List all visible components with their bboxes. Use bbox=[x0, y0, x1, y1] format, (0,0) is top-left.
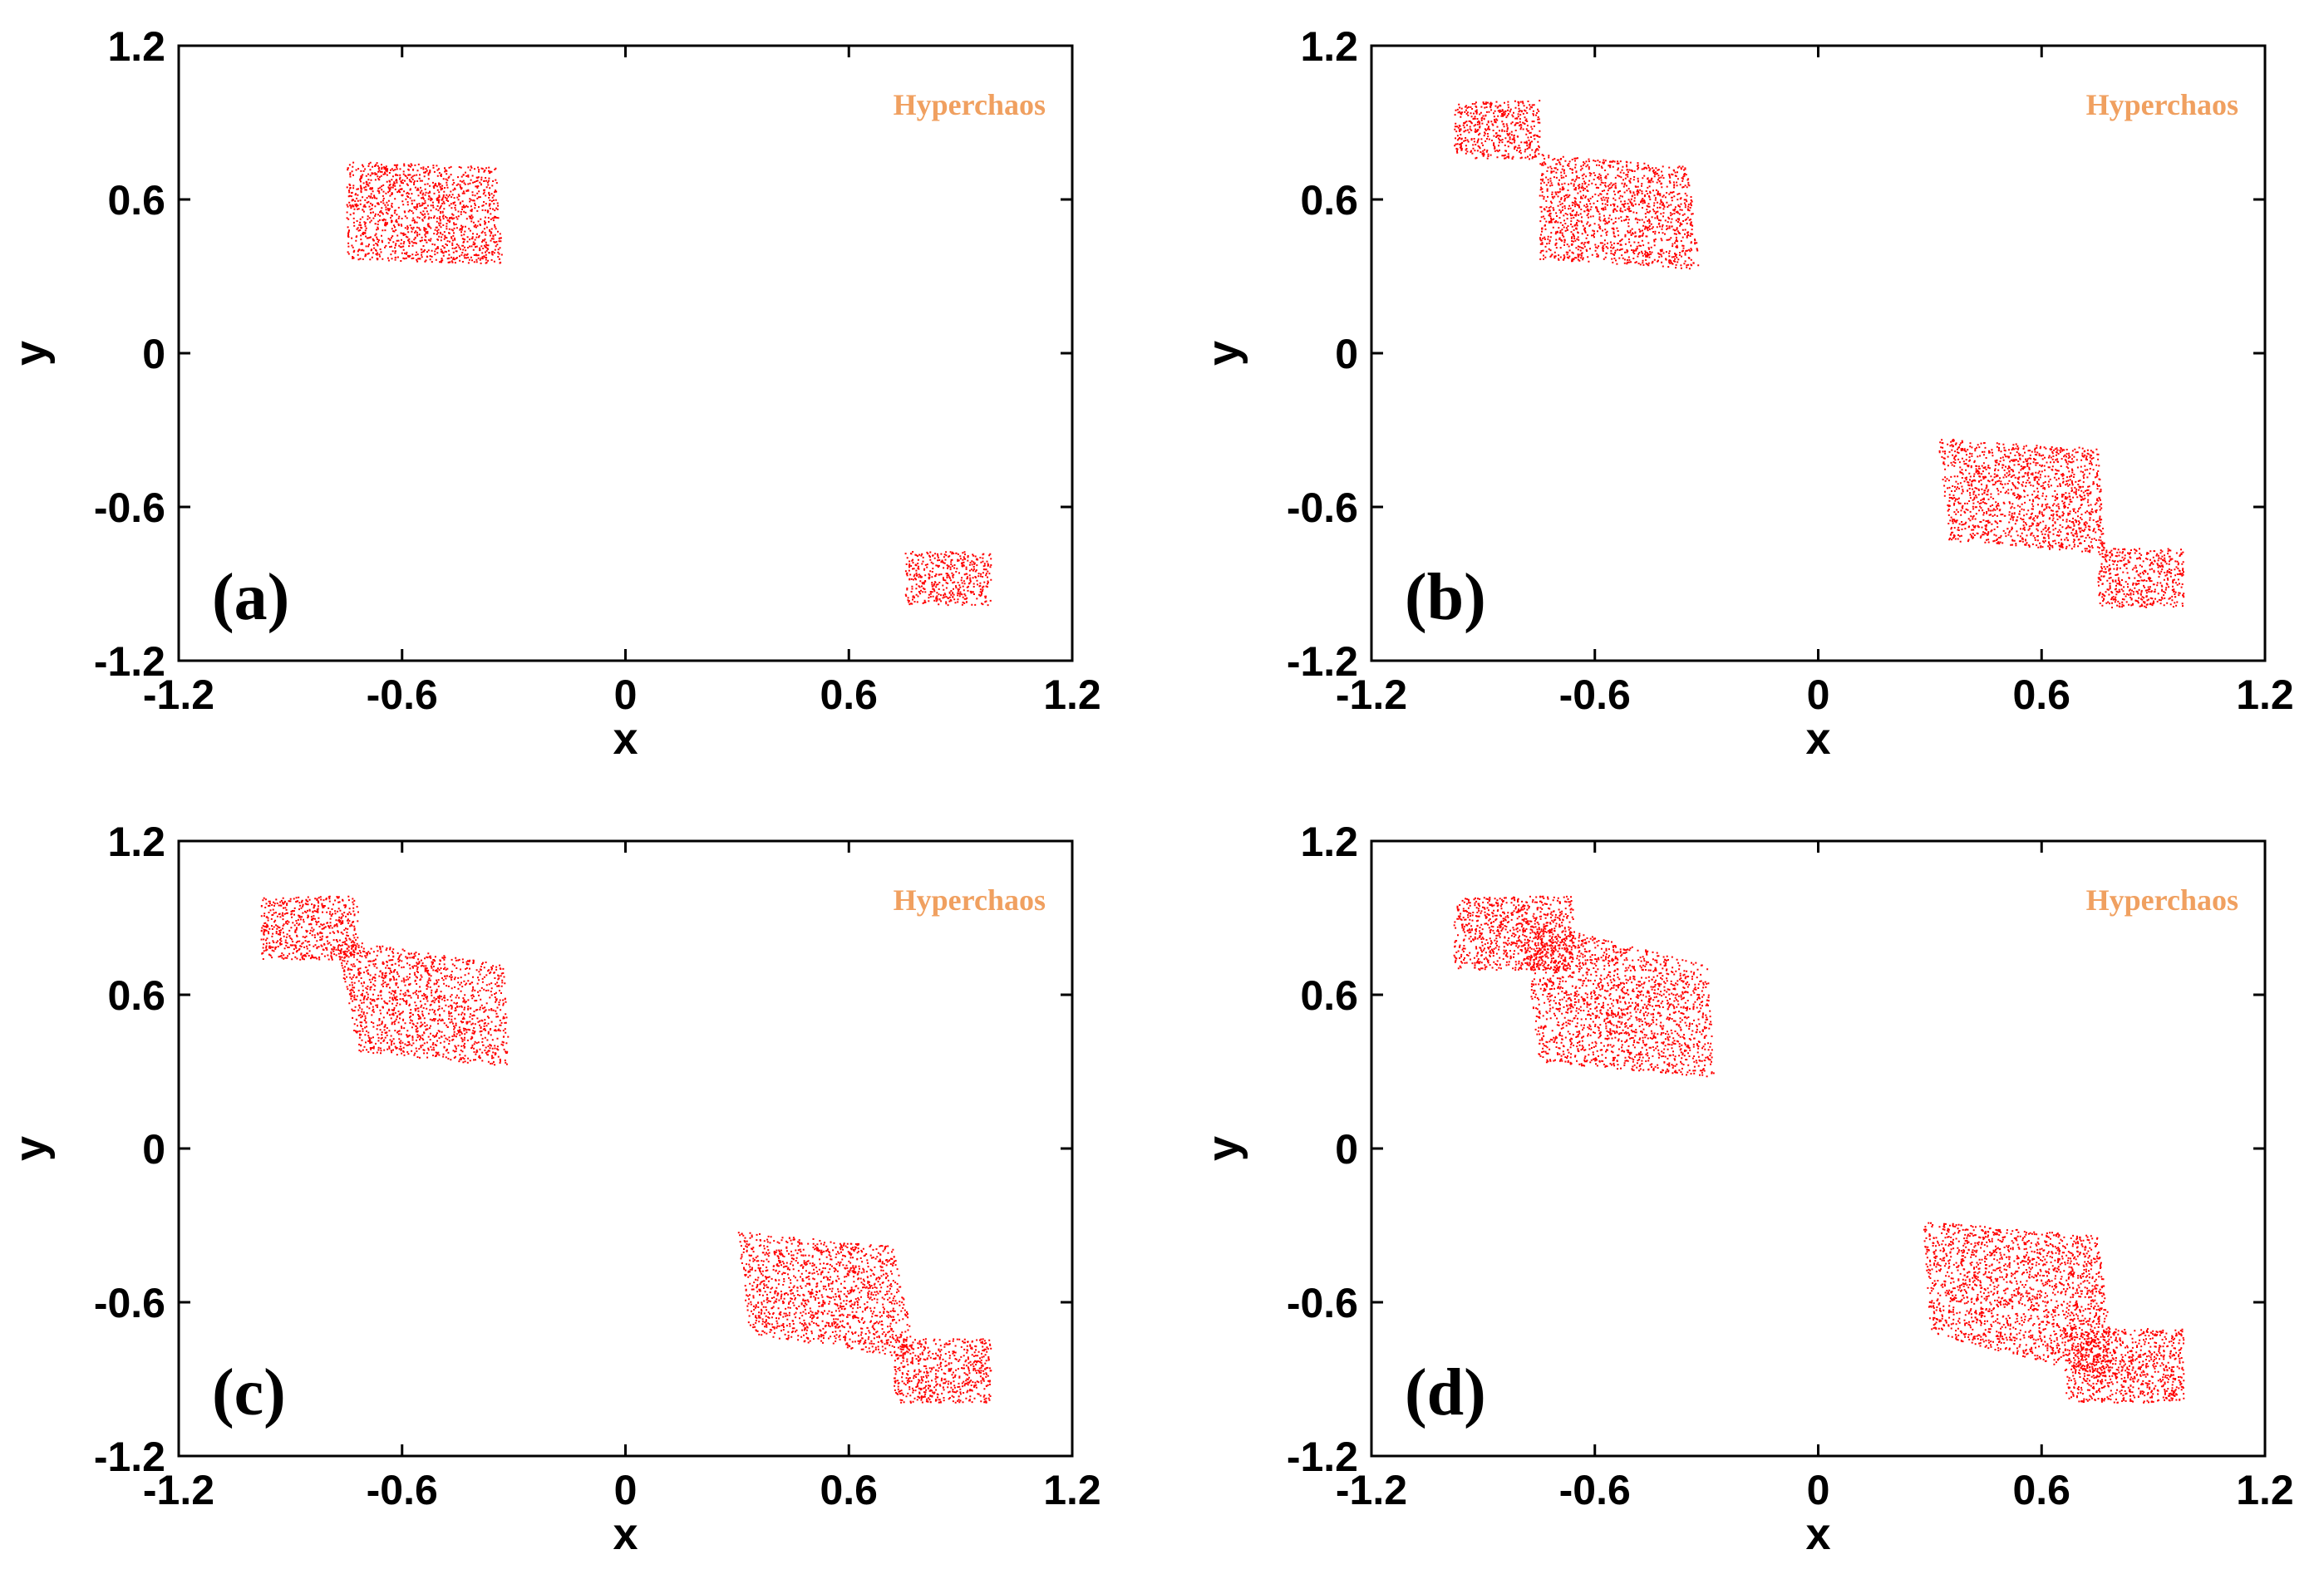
x-tick-label: 0.6 bbox=[820, 1467, 878, 1513]
scatter-series bbox=[346, 161, 992, 607]
plot-frame bbox=[177, 839, 1074, 1458]
hyperchaos-annotation: Hyperchaos bbox=[2086, 88, 2238, 121]
scatter-region bbox=[346, 161, 503, 264]
scatter-region bbox=[737, 1232, 915, 1357]
y-tick-label: -1.2 bbox=[1287, 638, 1358, 685]
y-tick-label: 0 bbox=[142, 1126, 165, 1173]
y-tick-label: 0.6 bbox=[1300, 972, 1358, 1019]
y-tick-label: 0.6 bbox=[1300, 177, 1358, 224]
y-tick-label: -1.2 bbox=[1287, 1434, 1358, 1480]
x-axis-label: x bbox=[613, 1509, 638, 1559]
scatter-region bbox=[904, 551, 992, 607]
y-tick-label: 1.2 bbox=[1300, 23, 1358, 70]
y-tick-label: -1.2 bbox=[94, 1434, 165, 1480]
y-axis-label: y bbox=[6, 341, 56, 366]
panel-2: -1.2 -0.6 0 0.6 1.2 1.2 0.6 0 -0.6 -1.2 x y Hypercha… bbox=[1199, 23, 2294, 764]
plot-frame bbox=[177, 44, 1074, 662]
x-tick-label: -0.6 bbox=[1559, 671, 1631, 718]
scatter-region bbox=[1454, 100, 1541, 160]
scatter-series bbox=[260, 895, 992, 1404]
x-axis-label: x bbox=[613, 714, 638, 764]
x-tick-label: -1.2 bbox=[143, 671, 214, 718]
panel-4: -1.2 -0.6 0 0.6 1.2 1.2 0.6 0 -0.6 -1.2 x y Hypercha… bbox=[1199, 819, 2294, 1559]
x-tick-label: 1.2 bbox=[1043, 671, 1101, 718]
y-axis-label: y bbox=[1199, 341, 1248, 366]
y-tick-label: 0 bbox=[142, 331, 165, 377]
x-tick-label: 0 bbox=[1807, 671, 1830, 718]
x-tick-label: 0.6 bbox=[2012, 671, 2070, 718]
hyperchaos-annotation: Hyperchaos bbox=[2086, 883, 2238, 917]
x-tick-label: 1.2 bbox=[2236, 1467, 2294, 1513]
scatter-region bbox=[260, 895, 359, 961]
y-tick-label: -0.6 bbox=[94, 485, 165, 531]
scatter-region bbox=[2064, 1328, 2185, 1404]
x-tick-label: -1.2 bbox=[1336, 1467, 1407, 1513]
x-tick-label: -1.2 bbox=[1336, 671, 1407, 718]
x-tick-label: -0.6 bbox=[367, 671, 438, 718]
y-tick-label: -0.6 bbox=[1287, 1280, 1358, 1326]
y-tick-label: 0.6 bbox=[107, 972, 165, 1019]
x-tick-label: 1.2 bbox=[2236, 671, 2294, 718]
scatter-series bbox=[1454, 100, 2185, 608]
panel-label: (b) bbox=[1405, 561, 1486, 634]
panel-3: -1.2 -0.6 0 0.6 1.2 1.2 0.6 0 -0.6 -1.2 x y Hypercha… bbox=[6, 819, 1101, 1559]
x-tick-label: 0.6 bbox=[2012, 1467, 2070, 1513]
hyperchaos-annotation: Hyperchaos bbox=[894, 883, 1046, 917]
y-tick-label: 0 bbox=[1335, 1126, 1358, 1173]
y-tick-label: -0.6 bbox=[1287, 485, 1358, 531]
x-tick-label: -0.6 bbox=[367, 1467, 438, 1513]
scatter-region bbox=[1453, 895, 1574, 972]
x-tick-label: 0.6 bbox=[820, 671, 878, 718]
panel-label: (d) bbox=[1405, 1356, 1486, 1429]
y-tick-label: 1.2 bbox=[107, 23, 165, 70]
panel-label: (a) bbox=[212, 561, 289, 634]
scatter-region bbox=[1521, 918, 1715, 1078]
scatter-region bbox=[894, 1338, 992, 1404]
x-tick-label: 0 bbox=[614, 671, 638, 718]
panel-1: -1.2 -0.6 0 0.6 1.2 1.2 0.6 0 -0.6 -1.2 x y Hypercha… bbox=[6, 23, 1101, 764]
y-axis-label: y bbox=[6, 1136, 56, 1161]
x-tick-label: 0 bbox=[1807, 1467, 1830, 1513]
scatter-region bbox=[1923, 1222, 2118, 1380]
hyperchaos-annotation: Hyperchaos bbox=[894, 88, 1046, 121]
x-axis-label: x bbox=[1805, 714, 1830, 764]
scatter-region bbox=[1539, 154, 1700, 270]
scatter-region bbox=[2097, 548, 2185, 608]
y-tick-label: -0.6 bbox=[94, 1280, 165, 1326]
scatter-region bbox=[336, 939, 510, 1066]
y-tick-label: 0.6 bbox=[107, 177, 165, 224]
y-tick-label: -1.2 bbox=[94, 638, 165, 685]
y-axis-label: y bbox=[1199, 1136, 1248, 1161]
scatter-series bbox=[1453, 895, 2185, 1404]
x-tick-label: -1.2 bbox=[143, 1467, 214, 1513]
y-tick-label: 1.2 bbox=[107, 819, 165, 865]
y-tick-label: 1.2 bbox=[1300, 819, 1358, 865]
x-tick-label: -0.6 bbox=[1559, 1467, 1631, 1513]
y-tick-label: 0 bbox=[1335, 331, 1358, 377]
x-axis-label: x bbox=[1805, 1509, 1830, 1559]
x-tick-label: 0 bbox=[614, 1467, 638, 1513]
scatter-region bbox=[1938, 439, 2105, 553]
x-tick-label: 1.2 bbox=[1043, 1467, 1101, 1513]
panel-label: (c) bbox=[212, 1356, 286, 1429]
